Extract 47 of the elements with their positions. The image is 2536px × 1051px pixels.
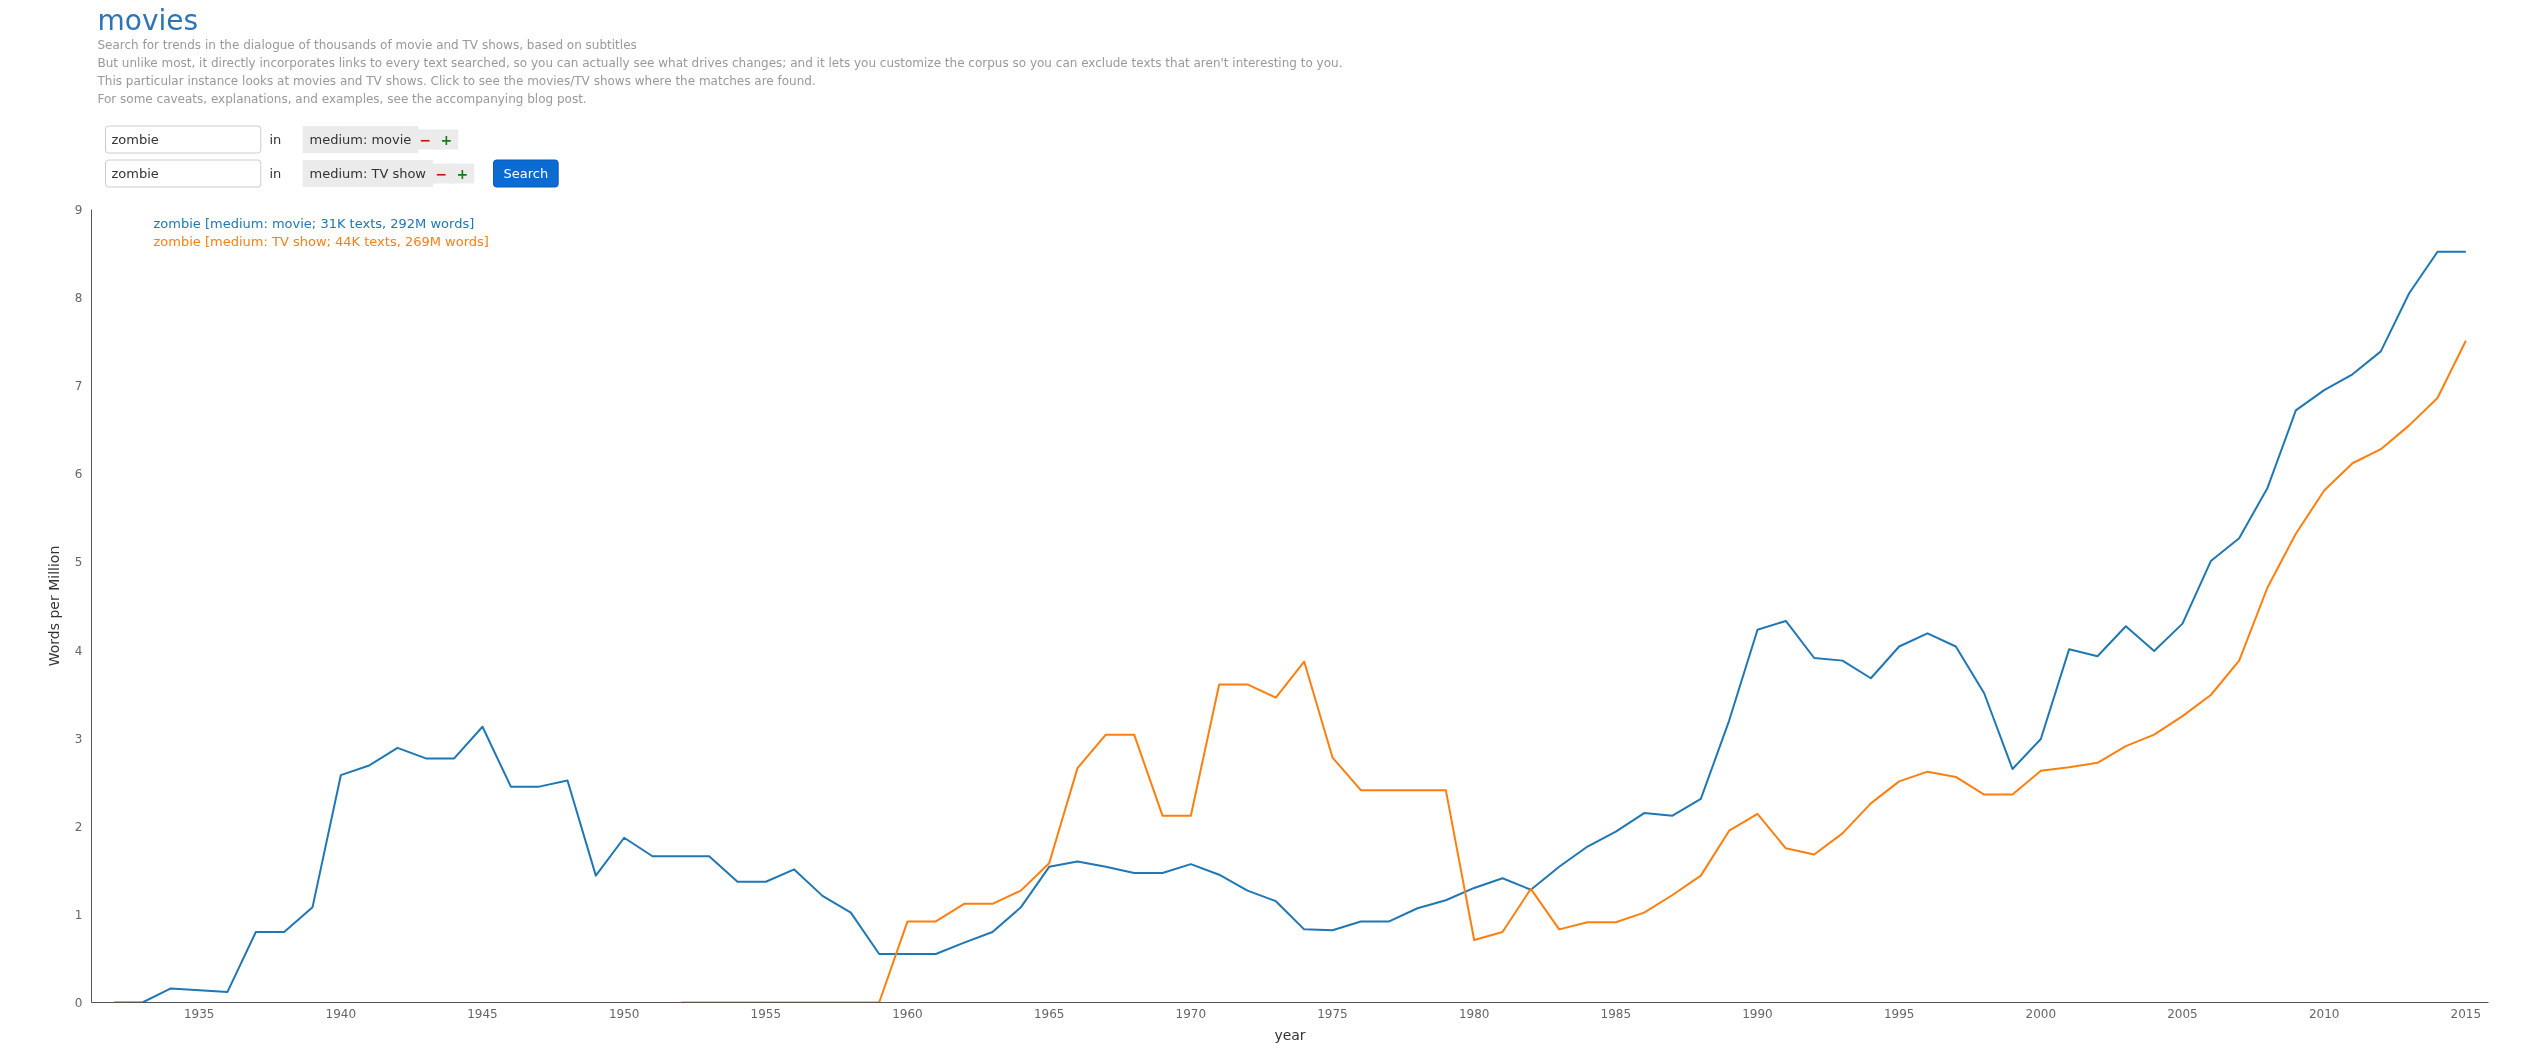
text: medium: movie bbox=[309, 132, 412, 147]
x-tick-label: 1970 bbox=[1175, 1006, 1207, 1021]
y-tick-label: 6 bbox=[74, 467, 83, 482]
text: + bbox=[456, 165, 469, 182]
x-tick-label: 2015 bbox=[2450, 1006, 2482, 1021]
y-tick-label: 8 bbox=[74, 291, 83, 306]
x-tick-label: 1940 bbox=[325, 1006, 357, 1021]
text: For some caveats, explanations, and examples, see the accompanying blog post. bbox=[97, 91, 587, 106]
text: in bbox=[269, 166, 282, 181]
x-axis-title: year bbox=[1274, 1026, 1306, 1043]
chart-title: movies bbox=[97, 4, 199, 37]
y-axis-title: Words per Million bbox=[45, 545, 62, 667]
text: zombie bbox=[111, 166, 159, 181]
y-tick-label: 3 bbox=[74, 731, 83, 746]
y-tick-label: 7 bbox=[74, 379, 83, 394]
y-tick-label: 1 bbox=[74, 907, 83, 922]
x-tick-label: 1960 bbox=[892, 1006, 923, 1021]
text: − bbox=[435, 165, 448, 182]
text: zombie bbox=[111, 132, 159, 147]
x-tick-label: 2005 bbox=[2167, 1006, 2198, 1021]
x-tick-label: 1950 bbox=[608, 1006, 640, 1021]
y-tick-label: 5 bbox=[74, 555, 83, 570]
x-tick-label: 1990 bbox=[1742, 1006, 1773, 1021]
chart-subtitle: Search for trends in the dialogue of thousands of movie and TV shows, based on subtitles bbox=[97, 37, 637, 52]
x-tick-label: 1975 bbox=[1317, 1006, 1348, 1021]
text: Search bbox=[503, 166, 549, 181]
text: This particular instance looks at movies and TV shows. Click to see the movies/TV shows where the matches are found. bbox=[96, 73, 816, 88]
y-tick-label: 2 bbox=[74, 819, 83, 834]
x-tick-label: 2000 bbox=[2025, 1006, 2057, 1021]
text: zombie [medium: TV show; 44K texts, 269M words] bbox=[153, 234, 489, 249]
x-tick-label: 1935 bbox=[183, 1006, 215, 1021]
text: medium: TV show bbox=[309, 166, 427, 181]
y-tick-label: 4 bbox=[74, 643, 83, 658]
y-tick-label: 0 bbox=[74, 996, 83, 1010]
x-tick-label: 1985 bbox=[1600, 1006, 1632, 1021]
text: in bbox=[269, 132, 282, 147]
text: + bbox=[440, 131, 453, 148]
x-tick-label: 1965 bbox=[1033, 1006, 1065, 1021]
text: zombie [medium: movie; 31K texts, 292M words] bbox=[153, 216, 475, 231]
y-tick-label: 9 bbox=[74, 203, 83, 217]
text: But unlike most, it directly incorporates links to every text searched, so you can actually see what drives changes; and it lets you customize the corpus so you can exclude texts that aren't interesting to you. bbox=[97, 55, 1343, 70]
x-tick-label: 1995 bbox=[1883, 1006, 1915, 1021]
text: − bbox=[419, 131, 432, 148]
x-tick-label: 1980 bbox=[1458, 1006, 1490, 1021]
x-tick-label: 2010 bbox=[2308, 1006, 2340, 1021]
x-tick-label: 1955 bbox=[750, 1006, 782, 1021]
x-tick-label: 1945 bbox=[467, 1006, 498, 1021]
